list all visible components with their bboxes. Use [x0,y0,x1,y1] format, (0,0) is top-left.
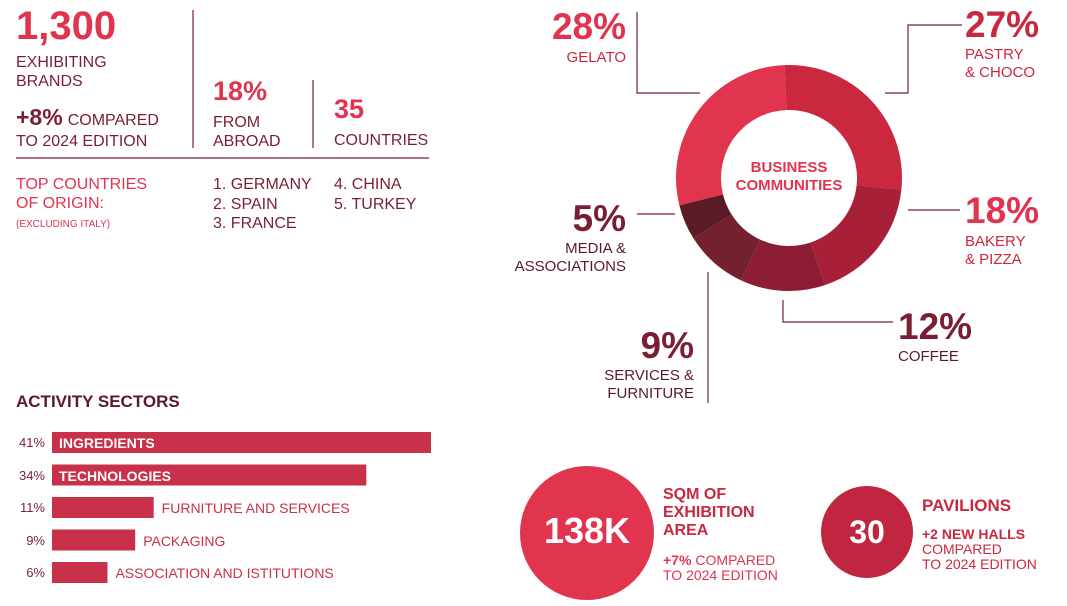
brands-value: 1,300 [16,4,117,48]
area-value: 138K [543,510,631,551]
origin-note: (EXCLUDING ITALY) [16,219,111,230]
pavilions-label: PAVILIONS [922,496,1012,515]
bar-category-label: PACKAGING [143,532,226,549]
origin-item: 1. GERMANY [213,176,312,193]
slice-value-label: 9% [640,325,694,366]
donut-slice [676,65,787,206]
pavilions-change-label: COMPARED TO 2024 EDITION [922,541,1037,572]
bars-title: ACTIVITY SECTORS [16,392,180,411]
slice-value-label: 12% [898,306,973,347]
slice-value-label: 18% [965,190,1040,231]
slice-category-label: SERVICES & FURNITURE [604,367,694,402]
origin-item: 5. TURKEY [334,196,417,213]
bar-value-label: 9% [26,532,45,548]
bar-category-label: ASSOCIATION AND ISTITUTIONS [115,565,334,581]
area-label: SQM OF EXHIBITION AREA [663,486,755,539]
pavilions-change: +2 NEW HALLS [922,526,1026,542]
slice-value-label: 28% [551,6,626,47]
donut-slice [741,239,825,291]
abroad-value: 18% [213,76,268,106]
origin-item: 2. SPAIN [213,196,278,213]
area-circle [520,466,654,600]
countries-label: COUNTRIES [334,132,429,149]
brands-label: EXHIBITING BRANDS [16,54,107,91]
bar-category-label: INGREDIENTS [59,435,155,451]
bars [52,432,431,583]
bar-value-label: 41% [18,435,45,450]
donut-slice [810,185,902,286]
donut-slice [784,65,903,190]
donut-slice [693,214,761,281]
brands-change-label: COMPARED TO 2024 EDITION [16,112,159,150]
bar-category-label: FURNITURE AND SERVICES [161,500,350,516]
bar [52,497,154,518]
bar [52,529,136,551]
abroad-label: FROM ABROAD [213,114,281,151]
slice-value-label: 5% [572,198,626,239]
origin-item: 4. CHINA [334,176,402,193]
bar-value-label: 6% [26,565,45,580]
donut [676,65,903,291]
bar [52,562,108,583]
slice-category-label: PASTRY & CHOCO [965,46,1036,81]
brands-change: +8% COMPARED TO 2024 EDITION [16,104,159,151]
bar [52,464,367,486]
donut-center-label: BUSINESS COMMUNITIES [735,159,843,194]
dividers [16,10,962,403]
bar-category-label: TECHNOLOGIES [59,467,172,484]
slice-category-label: COFFEE [898,348,959,365]
leader-line [885,24,962,94]
bar [52,432,431,453]
pavilions-circle [821,486,913,578]
leader-line [636,12,700,94]
bar-value-label: 11% [19,500,45,515]
slice-category-label: MEDIA & ASSOCIATIONS [514,240,626,275]
slice-value-label: 27% [965,4,1040,45]
countries-value: 35 [334,94,365,124]
slice-category-label: GELATO [566,49,626,66]
pavilions-value: 30 [849,514,885,550]
origin-title: TOP COUNTRIES OF ORIGIN: [16,176,147,213]
bar-value-label: 34% [18,467,45,483]
slice-category-label: BAKERY & PIZZA [965,233,1026,268]
leader-line [782,300,893,323]
origin-item: 3. FRANCE [213,215,297,232]
area-change-label: COMPARED TO 2024 EDITION [663,552,778,584]
donut-slice [679,194,732,239]
area-change: +7% [663,552,692,568]
brands-change-value: +8% [16,104,63,130]
